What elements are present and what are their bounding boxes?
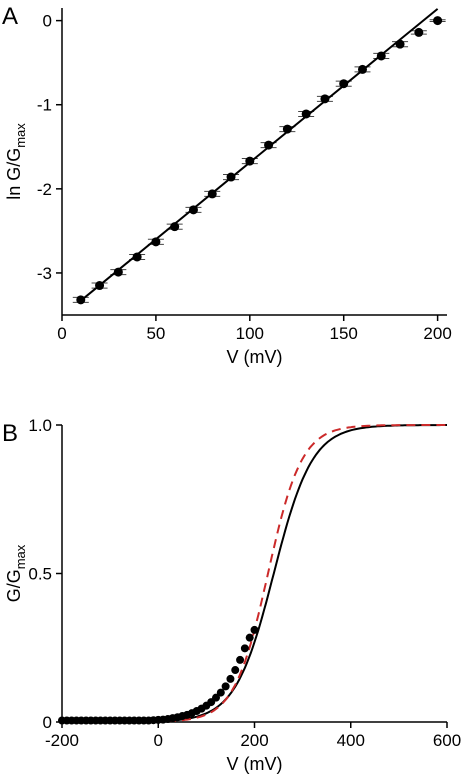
y-axis-label-main: G/G — [4, 569, 24, 602]
data-point — [212, 693, 220, 702]
x-tick-label: 600 — [433, 731, 461, 750]
data-point — [221, 682, 230, 691]
y-axis-label-main: ln G/G — [4, 148, 24, 200]
data-point — [170, 222, 180, 232]
data-point — [264, 140, 274, 150]
x-tick-label: 150 — [330, 324, 358, 343]
x-tick-label: -200 — [45, 731, 79, 750]
x-tick-label: 200 — [423, 324, 451, 343]
data-point — [433, 16, 443, 26]
y-tick-label: -2 — [37, 180, 52, 199]
y-axis-label: ln G/Gmax — [4, 123, 28, 200]
data-point — [282, 124, 292, 134]
x-axis-label: V (mV) — [227, 754, 283, 774]
data-point — [250, 625, 259, 634]
data-point — [231, 666, 240, 675]
y-tick-label: 0.5 — [28, 565, 52, 584]
y-axis-label-subscript: max — [13, 123, 28, 148]
data-point — [226, 674, 235, 683]
x-tick-label: 50 — [146, 324, 165, 343]
data-point — [301, 109, 311, 119]
data-point — [414, 27, 424, 37]
x-tick-label: 200 — [240, 731, 268, 750]
fit-curve-dashed — [62, 424, 447, 723]
panel-a-letter: A — [2, 3, 18, 30]
fit-line — [80, 8, 439, 302]
y-tick-label: 1.0 — [28, 416, 52, 435]
data-point — [240, 644, 249, 653]
y-tick-label: 0 — [43, 12, 52, 31]
y-axis-label: G/Gmax — [4, 544, 28, 602]
x-tick-label: 0 — [154, 731, 163, 750]
data-point — [339, 79, 349, 89]
x-tick-label: 100 — [236, 324, 264, 343]
y-axis-label-subscript: max — [13, 544, 28, 569]
data-point — [320, 94, 330, 104]
y-tick-label: -3 — [37, 264, 52, 283]
fit-curve-solid — [62, 424, 447, 723]
data-point — [151, 237, 161, 247]
data-point — [132, 252, 142, 262]
y-tick-label: 0 — [43, 713, 52, 732]
data-point — [216, 688, 225, 697]
data-point — [245, 633, 254, 642]
x-tick-label: 400 — [337, 731, 365, 750]
y-tick-label: -1 — [37, 96, 52, 115]
x-tick-label: 0 — [57, 324, 66, 343]
panel-b-letter: B — [2, 420, 18, 447]
panel-a-chart: 0 50 100 150 200 -3 -2 -1 0 V (mV) ln G/Gmax — [4, 8, 452, 367]
data-point — [236, 655, 245, 664]
x-axis-label: V (mV) — [227, 347, 283, 367]
data-point — [113, 267, 123, 277]
